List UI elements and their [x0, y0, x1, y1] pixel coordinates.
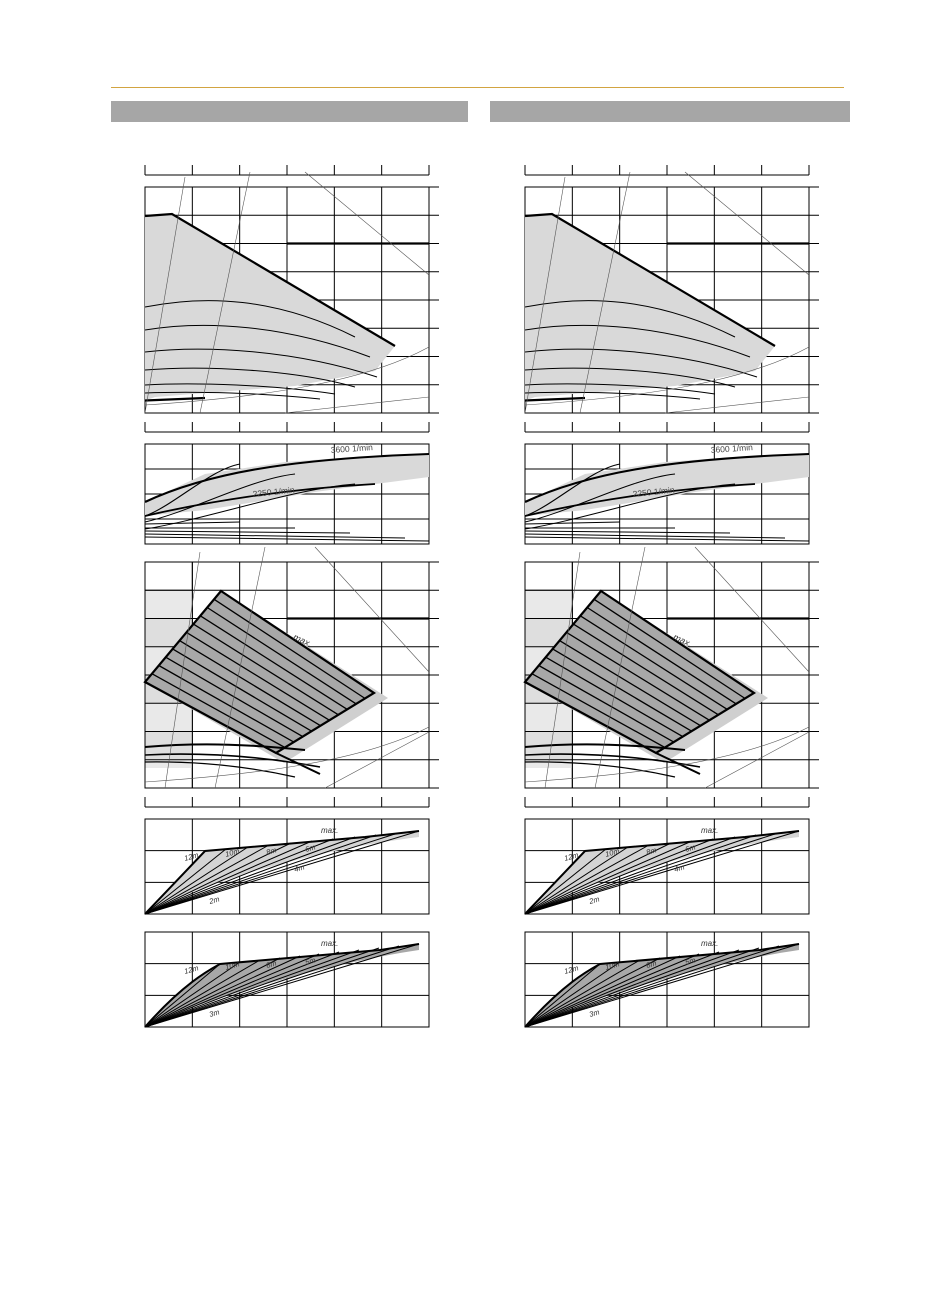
svg-text:max.: max. — [701, 826, 718, 835]
svg-text:max.: max. — [701, 939, 718, 948]
svg-text:max.: max. — [321, 939, 338, 948]
svg-text:12m: 12m — [183, 963, 200, 976]
svg-text:4m: 4m — [673, 862, 685, 874]
svg-text:max.: max. — [321, 826, 338, 835]
svg-text:3600 1/min: 3600 1/min — [710, 442, 753, 455]
svg-text:2m: 2m — [207, 894, 220, 906]
svg-text:2m: 2m — [587, 894, 600, 906]
svg-text:3m: 3m — [588, 1007, 600, 1019]
svg-text:4m: 4m — [293, 862, 305, 874]
svg-text:3m: 3m — [208, 1007, 220, 1019]
svg-text:12m: 12m — [563, 963, 580, 976]
svg-text:3600 1/min: 3600 1/min — [330, 442, 373, 455]
